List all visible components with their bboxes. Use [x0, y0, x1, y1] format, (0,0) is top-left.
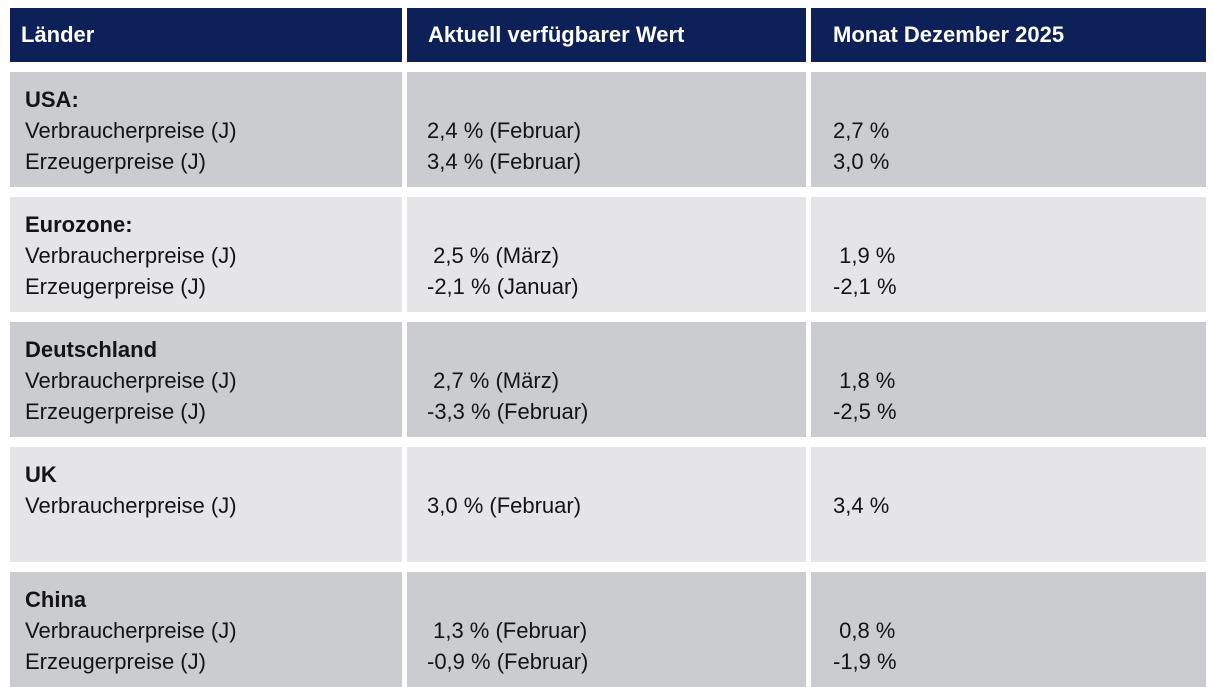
table-row-uk-countries: UK Verbraucherpreise (J)	[10, 447, 402, 562]
table-row-usa-countries: USA: Verbraucherpreise (J) Erzeugerpreis…	[10, 72, 402, 187]
table-row-deutschland-december: 1,8 % -2,5 %	[811, 322, 1206, 437]
december-values: 0,8 % -1,9 %	[833, 618, 897, 674]
december-values: 1,8 % -2,5 %	[833, 368, 897, 424]
december-values: 3,4 %	[833, 493, 890, 518]
current-values: 2,5 % (März) -2,1 % (Januar)	[427, 243, 579, 299]
table-row-eurozone-december: 1,9 % -2,1 %	[811, 197, 1206, 312]
country-name: Eurozone:	[25, 212, 133, 237]
table-row-usa-december: 2,7 % 3,0 %	[811, 72, 1206, 187]
table-row-uk-current: 3,0 % (Februar)	[407, 447, 806, 562]
table-row-china-current: 1,3 % (Februar) -0,9 % (Februar)	[407, 572, 806, 687]
december-values: 1,9 % -2,1 %	[833, 243, 897, 299]
table-row-china-december: 0,8 % -1,9 %	[811, 572, 1206, 687]
table-row-china-countries: China Verbraucherpreise (J) Erzeugerprei…	[10, 572, 402, 687]
table-row-eurozone-current: 2,5 % (März) -2,1 % (Januar)	[407, 197, 806, 312]
table-row-uk-december: 3,4 %	[811, 447, 1206, 562]
current-values: 2,7 % (März) -3,3 % (Februar)	[427, 368, 589, 424]
current-values: 3,0 % (Februar)	[427, 493, 582, 518]
price-labels: Verbraucherpreise (J) Erzeugerpreise (J)	[25, 118, 237, 174]
inflation-table: Länder Aktuell verfügbarer Wert Monat De…	[10, 8, 1206, 687]
column-header-laender: Länder	[10, 8, 402, 62]
price-labels: Verbraucherpreise (J) Erzeugerpreise (J)	[25, 368, 237, 424]
december-values: 2,7 % 3,0 %	[833, 118, 890, 174]
table-row-eurozone-countries: Eurozone: Verbraucherpreise (J) Erzeuger…	[10, 197, 402, 312]
price-labels: Verbraucherpreise (J)	[25, 493, 237, 518]
table-row-usa-current: 2,4 % (Februar) 3,4 % (Februar)	[407, 72, 806, 187]
column-header-december-2025: Monat Dezember 2025	[811, 8, 1206, 62]
table-row-deutschland-countries: Deutschland Verbraucherpreise (J) Erzeug…	[10, 322, 402, 437]
country-name: USA:	[25, 87, 79, 112]
column-header-current-value: Aktuell verfügbarer Wert	[407, 8, 806, 62]
country-name: China	[25, 587, 87, 612]
current-values: 1,3 % (Februar) -0,9 % (Februar)	[427, 618, 589, 674]
table-row-deutschland-current: 2,7 % (März) -3,3 % (Februar)	[407, 322, 806, 437]
country-name: Deutschland	[25, 337, 158, 362]
current-values: 2,4 % (Februar) 3,4 % (Februar)	[427, 118, 582, 174]
price-labels: Verbraucherpreise (J) Erzeugerpreise (J)	[25, 618, 237, 674]
price-labels: Verbraucherpreise (J) Erzeugerpreise (J)	[25, 243, 237, 299]
country-name: UK	[25, 462, 57, 487]
